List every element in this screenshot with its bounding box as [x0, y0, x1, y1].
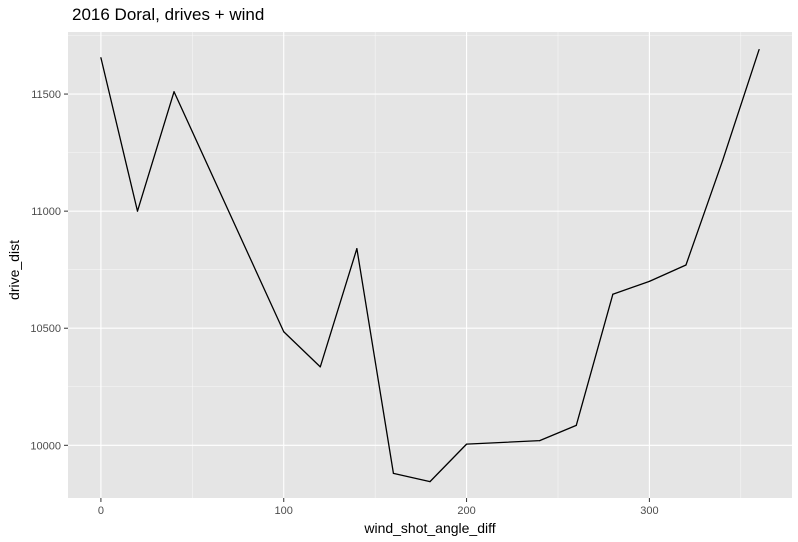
data-point — [173, 91, 175, 93]
grid-minor — [68, 32, 792, 498]
x-tick-label: 0 — [98, 505, 104, 517]
chart-title: 2016 Doral, drives + wind — [72, 5, 264, 24]
data-point — [100, 57, 102, 59]
plot-panel — [68, 32, 792, 498]
x-axis-title: wind_shot_angle_diff — [363, 520, 495, 536]
data-point — [612, 293, 614, 295]
x-tick-label: 300 — [640, 505, 658, 517]
y-tick-label: 10000 — [30, 440, 61, 452]
grid-major — [68, 32, 792, 498]
data-point — [721, 160, 724, 162]
y-tick-label: 10500 — [30, 323, 61, 335]
data-point — [465, 443, 468, 445]
data-point — [136, 210, 139, 212]
data-point — [685, 264, 687, 266]
y-axis: 10000 10500 11000 11500 — [30, 89, 68, 452]
series-line — [100, 49, 760, 483]
x-tick-label: 100 — [275, 505, 293, 517]
data-point — [648, 280, 650, 282]
y-axis-title: drive_dist — [6, 240, 22, 300]
series-layer — [100, 48, 760, 483]
data-point — [356, 248, 358, 250]
data-point — [283, 331, 285, 333]
y-tick-label: 11500 — [31, 89, 61, 101]
y-tick-label: 11000 — [31, 206, 61, 218]
x-axis: 0 100 200 300 — [98, 498, 659, 517]
data-point — [539, 440, 541, 442]
data-point — [392, 472, 395, 475]
data-point — [758, 48, 760, 51]
data-point — [575, 424, 577, 427]
x-tick-label: 200 — [457, 505, 475, 517]
data-point — [319, 366, 321, 368]
data-point — [429, 481, 431, 483]
